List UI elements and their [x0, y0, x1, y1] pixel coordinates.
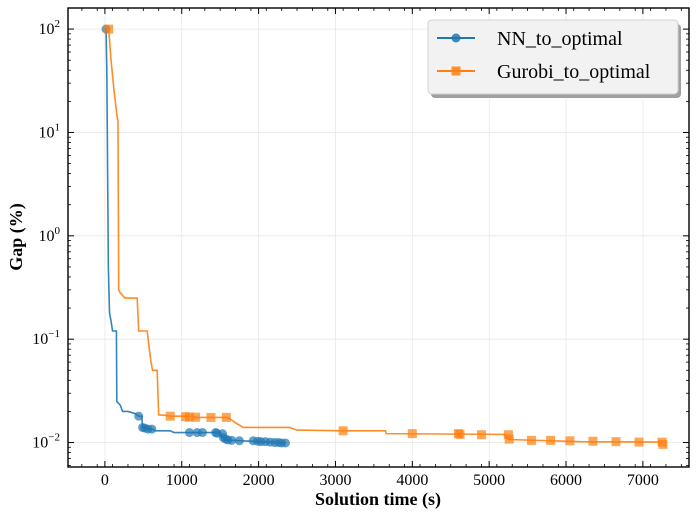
x-tick-label: 7000 — [627, 472, 659, 489]
data-point-gurobi — [338, 426, 348, 436]
data-point-gurobi — [455, 429, 465, 439]
ticks-layer: 0 1000 2000 3000 4000 5000 6000 7000 10−2 10−1 100… — [32, 8, 689, 489]
data-point-gurobi — [565, 436, 575, 446]
legend-marker-gurobi — [451, 66, 461, 76]
x-tick-label: 0 — [101, 472, 109, 489]
data-point-nn — [234, 436, 244, 446]
data-point-gurobi — [191, 412, 201, 422]
y-tick-label: 101 — [39, 121, 61, 141]
x-tick-label: 3000 — [319, 472, 351, 489]
data-point-nn — [134, 411, 144, 421]
x-axis-title: Solution time (s) — [315, 489, 441, 510]
data-point-gurobi — [104, 24, 114, 34]
data-point-gurobi — [165, 411, 175, 421]
y-tick-label: 100 — [39, 225, 61, 245]
data-point-gurobi — [634, 437, 644, 447]
data-point-gurobi — [526, 435, 536, 445]
y-axis-title: Gap (%) — [6, 203, 27, 271]
series-line-gurobi — [107, 28, 663, 443]
legend-marker-nn — [451, 33, 461, 43]
data-point-nn — [227, 435, 237, 445]
legend: NN_to_optimal Gurobi_to_optimal — [427, 19, 681, 98]
legend-label-nn: NN_to_optimal — [497, 28, 623, 50]
x-tick-label: 4000 — [396, 472, 428, 489]
legend-box — [427, 19, 679, 95]
data-point-gurobi — [546, 435, 556, 445]
x-tick-label: 1000 — [166, 472, 198, 489]
x-tick-label: 5000 — [473, 472, 505, 489]
y-tick-label: 102 — [39, 18, 61, 38]
data-point-nn — [147, 424, 157, 434]
data-point-gurobi — [611, 437, 621, 447]
legend-label-gurobi: Gurobi_to_optimal — [497, 61, 651, 83]
data-point-nn — [197, 428, 207, 438]
plot-frame — [67, 7, 690, 468]
x-tick-label: 2000 — [243, 472, 275, 489]
data-point-gurobi — [184, 412, 194, 422]
data-point-gurobi — [658, 439, 668, 449]
data-point-gurobi — [407, 429, 417, 439]
data-point-gurobi — [476, 430, 486, 440]
y-tick-label: 10−2 — [32, 432, 60, 452]
series-layer — [101, 24, 668, 449]
data-point-nn — [281, 438, 291, 448]
y-tick-label: 10−1 — [32, 328, 60, 348]
data-point-nn — [184, 428, 194, 438]
data-point-gurobi — [588, 436, 598, 446]
data-point-gurobi — [504, 434, 514, 444]
data-point-gurobi — [206, 412, 216, 422]
x-tick-label: 6000 — [550, 472, 582, 489]
data-point-gurobi — [221, 412, 231, 422]
